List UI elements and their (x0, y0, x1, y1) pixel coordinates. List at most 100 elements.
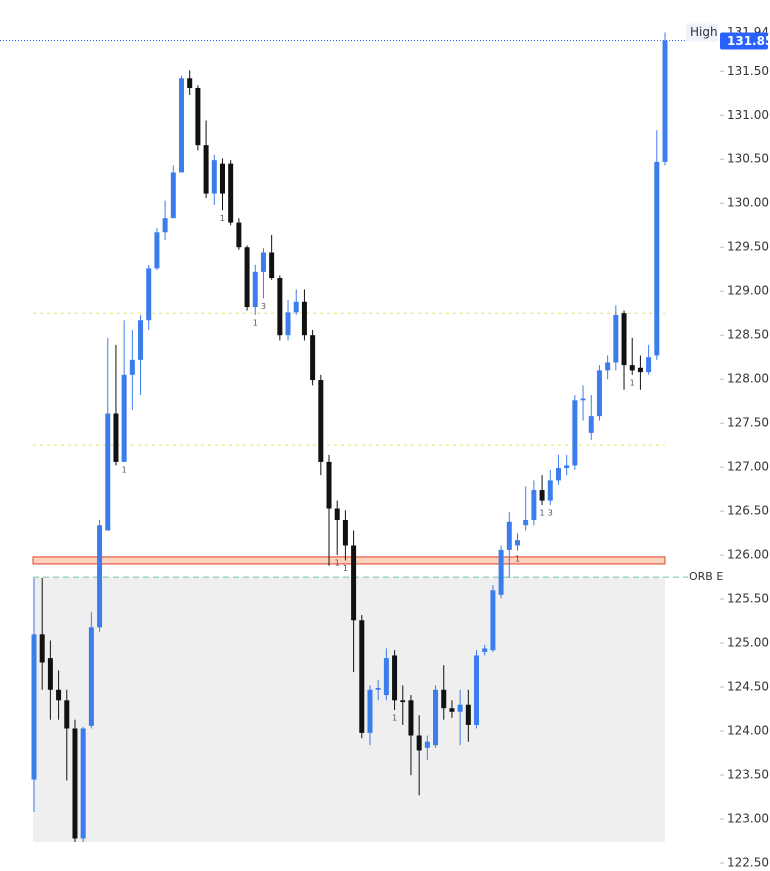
candle-body (326, 461, 332, 509)
candle-body (555, 468, 561, 481)
candle-body (629, 365, 635, 371)
candle-body (375, 688, 381, 690)
candle-body (260, 252, 266, 272)
candle-body (39, 634, 45, 663)
candle-body (416, 735, 422, 751)
candle-body (236, 222, 242, 248)
candle-body (154, 232, 160, 269)
candle-annotation: 1 (343, 564, 348, 573)
y-tick-label: 123.50 (727, 768, 769, 782)
candle-body (244, 247, 250, 308)
candle-body (474, 655, 480, 725)
candle-body (506, 521, 512, 550)
candle-body (408, 700, 414, 736)
candle-body (351, 545, 357, 621)
candle-body (433, 689, 439, 746)
candle-body (47, 658, 53, 690)
candle-body (637, 367, 643, 373)
candle-body (318, 380, 324, 462)
last-price-label: 131.85 (727, 34, 770, 48)
candle-body (531, 490, 537, 520)
candle-body (539, 490, 545, 501)
y-tick-label: 127.50 (727, 416, 769, 430)
candle-body (31, 634, 37, 780)
candle-body (662, 40, 668, 162)
candle-body (97, 525, 103, 628)
candle-body (195, 87, 201, 146)
candle-body (646, 357, 652, 373)
y-tick-label: 130.00 (727, 196, 769, 210)
candle-body (367, 689, 373, 733)
orb-zone (33, 577, 665, 842)
candle-body (203, 145, 209, 194)
candle-body (596, 370, 602, 417)
candle-annotation: 1 (540, 509, 545, 518)
candle-body (621, 313, 627, 366)
candle-body (310, 335, 316, 381)
candle-body (269, 252, 275, 279)
high-tag-label: High (690, 25, 718, 39)
y-tick-label: 131.50 (727, 64, 769, 78)
candle-body (465, 704, 471, 725)
y-tick-label: 122.50 (727, 856, 769, 870)
candle-body (105, 413, 111, 531)
candle-body (654, 161, 660, 356)
candle-body (449, 708, 455, 712)
candle-body (285, 312, 291, 336)
candle-body (392, 655, 398, 701)
candle-body (564, 465, 570, 469)
candle-annotation: 1 (392, 713, 397, 722)
candle-body (121, 374, 127, 462)
candle-body (129, 359, 135, 375)
candle-body (334, 508, 340, 520)
y-tick-label: 129.00 (727, 284, 769, 298)
candle-body (56, 689, 62, 701)
candle-body (523, 519, 529, 526)
y-tick-label: 130.50 (727, 152, 769, 166)
candle-annotation: 1 (253, 318, 258, 327)
candle-body (293, 301, 299, 313)
candle-body (80, 728, 86, 839)
y-tick-label: 124.00 (727, 724, 769, 738)
candle-annotation: 1 (335, 559, 340, 568)
y-tick-label: 123.00 (727, 812, 769, 826)
candle-body (88, 627, 94, 726)
y-tick-label: 126.00 (727, 548, 769, 562)
candle-body (580, 398, 586, 401)
orb-label: ORB E (689, 570, 723, 583)
candle-body (64, 700, 70, 729)
candle-body (490, 590, 496, 651)
y-tick-label: 129.50 (727, 240, 769, 254)
candle-annotation: 1 (122, 465, 127, 474)
y-tick-label: 125.50 (727, 592, 769, 606)
candle-annotation: 1 (630, 378, 635, 387)
candle-body (219, 163, 225, 194)
candle-body (613, 314, 619, 363)
candle-body (588, 416, 594, 433)
candle-body (457, 704, 463, 712)
candle-body (514, 540, 520, 546)
y-tick-label: 128.50 (727, 328, 769, 342)
y-tick-label: 124.50 (727, 680, 769, 694)
candle-body (179, 78, 185, 173)
candle-annotation: 3 (548, 509, 553, 518)
candle-body (170, 172, 176, 219)
candle-body (400, 700, 406, 703)
y-tick-label: 125.00 (727, 636, 769, 650)
candle-body (162, 218, 168, 233)
candle-body (301, 301, 307, 336)
candle-body (72, 728, 78, 839)
candle-body (441, 689, 447, 709)
candle-body (359, 620, 365, 733)
zone-band (32, 556, 666, 565)
candle-body (252, 271, 258, 308)
y-tick-label: 127.00 (727, 460, 769, 474)
candle-body (146, 268, 152, 321)
candle-body (547, 480, 553, 501)
candle-body (482, 648, 488, 652)
candle-body (113, 413, 119, 462)
candle-body (383, 658, 389, 696)
candle-body (342, 519, 348, 546)
candle-body (424, 741, 430, 748)
